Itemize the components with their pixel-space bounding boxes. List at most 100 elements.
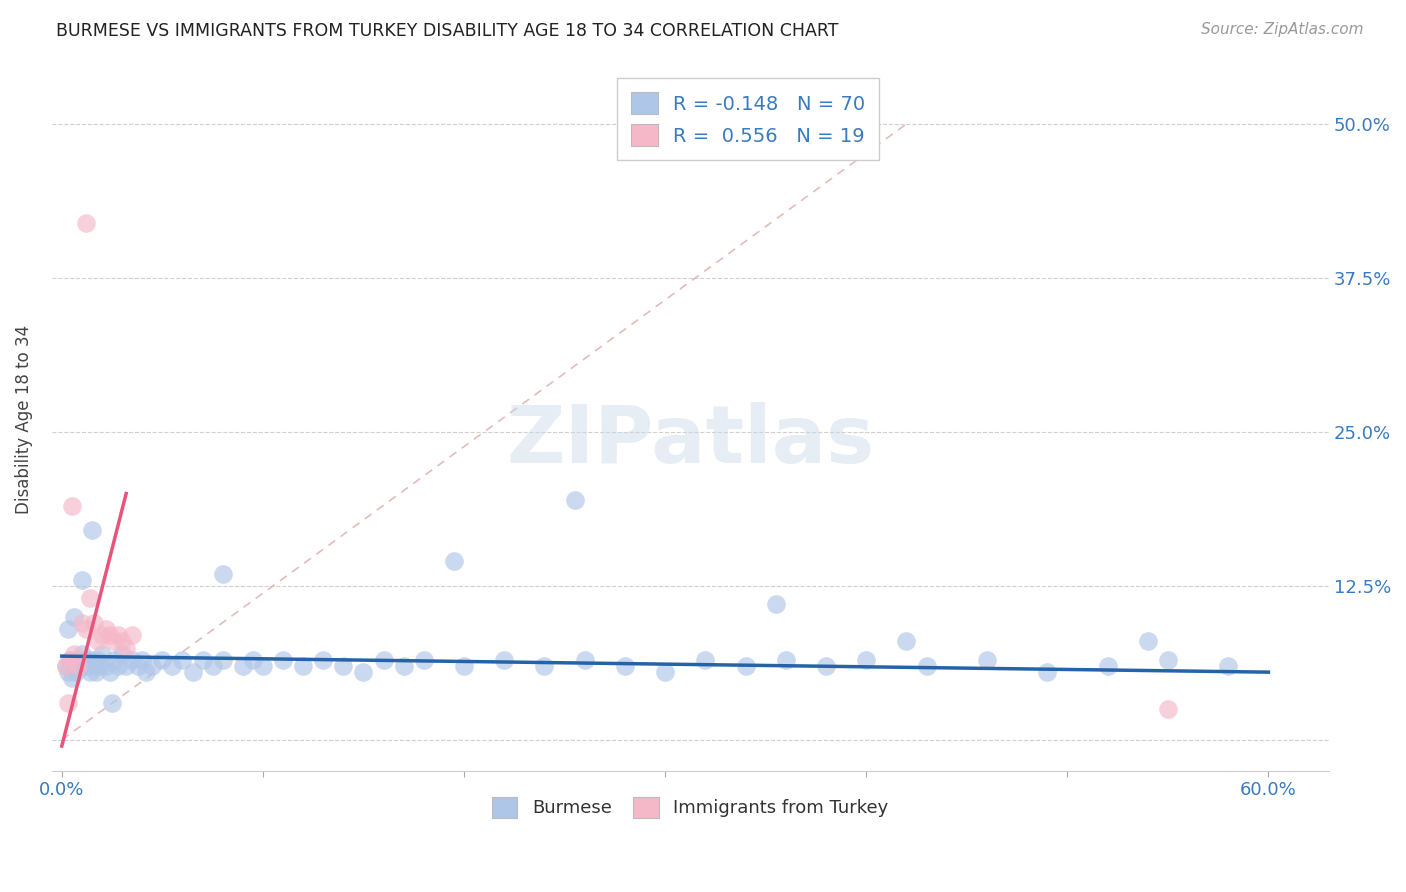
Point — [66, 653, 89, 667]
Point — [252, 659, 274, 673]
Point — [1157, 653, 1180, 667]
Point — [87, 653, 110, 667]
Point — [141, 659, 163, 673]
Point — [56, 665, 79, 680]
Point — [103, 634, 125, 648]
Point — [211, 653, 233, 667]
Point — [59, 653, 82, 667]
Point — [70, 647, 93, 661]
Point — [1218, 659, 1240, 673]
Point — [73, 659, 96, 673]
Point — [191, 653, 214, 667]
Point — [181, 665, 204, 680]
Point — [765, 598, 787, 612]
Point — [574, 653, 596, 667]
Point — [353, 665, 375, 680]
Point — [91, 628, 114, 642]
Point — [89, 659, 111, 673]
Point — [127, 659, 149, 673]
Point — [111, 647, 134, 661]
Point — [915, 659, 938, 673]
Point — [77, 659, 100, 673]
Point — [66, 659, 89, 673]
Point — [103, 653, 125, 667]
Point — [60, 499, 83, 513]
Point — [87, 634, 110, 648]
Point — [392, 659, 415, 673]
Point — [271, 653, 294, 667]
Point — [56, 696, 79, 710]
Point — [83, 615, 105, 630]
Point — [98, 665, 121, 680]
Legend: Burmese, Immigrants from Turkey: Burmese, Immigrants from Turkey — [485, 789, 896, 825]
Point — [312, 653, 335, 667]
Point — [1136, 634, 1159, 648]
Point — [107, 659, 129, 673]
Point — [292, 659, 315, 673]
Point — [211, 566, 233, 581]
Point — [111, 634, 134, 648]
Point — [453, 659, 475, 673]
Point — [75, 622, 97, 636]
Point — [107, 628, 129, 642]
Point — [135, 665, 157, 680]
Point — [80, 653, 103, 667]
Point — [121, 628, 143, 642]
Point — [63, 659, 86, 673]
Point — [533, 659, 555, 673]
Point — [1157, 702, 1180, 716]
Point — [1036, 665, 1059, 680]
Point — [63, 647, 86, 661]
Point — [412, 653, 434, 667]
Point — [115, 640, 138, 655]
Point — [56, 622, 79, 636]
Text: BURMESE VS IMMIGRANTS FROM TURKEY DISABILITY AGE 18 TO 34 CORRELATION CHART: BURMESE VS IMMIGRANTS FROM TURKEY DISABI… — [56, 22, 839, 40]
Point — [232, 659, 254, 673]
Point — [654, 665, 676, 680]
Point — [65, 665, 87, 680]
Point — [84, 665, 107, 680]
Point — [332, 659, 354, 673]
Point — [564, 492, 586, 507]
Point — [94, 622, 117, 636]
Point — [94, 659, 117, 673]
Point — [59, 653, 82, 667]
Point — [1097, 659, 1119, 673]
Y-axis label: Disability Age 18 to 34: Disability Age 18 to 34 — [15, 325, 32, 514]
Point — [855, 653, 877, 667]
Point — [98, 628, 121, 642]
Point — [814, 659, 837, 673]
Point — [162, 659, 184, 673]
Point — [70, 573, 93, 587]
Point — [695, 653, 717, 667]
Text: Source: ZipAtlas.com: Source: ZipAtlas.com — [1201, 22, 1364, 37]
Point — [91, 647, 114, 661]
Point — [83, 659, 105, 673]
Point — [70, 615, 93, 630]
Point — [121, 653, 143, 667]
Point — [69, 659, 91, 673]
Point — [55, 659, 77, 673]
Text: ZIPatlas: ZIPatlas — [506, 401, 875, 480]
Point — [80, 524, 103, 538]
Point — [79, 591, 101, 606]
Point — [79, 665, 101, 680]
Point — [115, 659, 138, 673]
Point — [60, 671, 83, 685]
Point — [494, 653, 516, 667]
Point — [75, 215, 97, 229]
Point — [896, 634, 918, 648]
Point — [63, 609, 86, 624]
Point — [201, 659, 224, 673]
Point — [775, 653, 797, 667]
Point — [75, 653, 97, 667]
Point — [613, 659, 636, 673]
Point — [242, 653, 264, 667]
Point — [373, 653, 395, 667]
Point — [150, 653, 173, 667]
Point — [101, 696, 124, 710]
Point — [131, 653, 153, 667]
Point — [734, 659, 756, 673]
Point — [172, 653, 194, 667]
Point — [443, 554, 465, 568]
